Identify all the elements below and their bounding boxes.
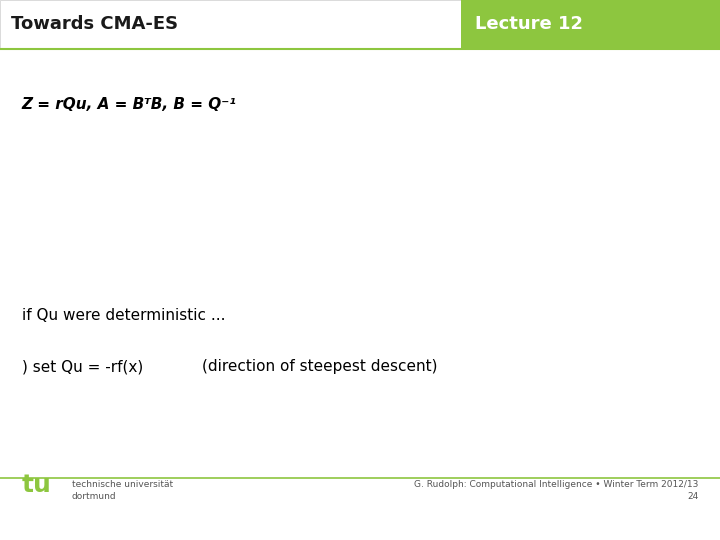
Text: if Qu were deterministic ...: if Qu were deterministic ... xyxy=(22,308,225,323)
FancyBboxPatch shape xyxy=(0,0,461,49)
Text: 24: 24 xyxy=(687,492,698,501)
Text: ) set Qu = -rf(x): ) set Qu = -rf(x) xyxy=(22,359,143,374)
Text: G. Rudolph: Computational Intelligence • Winter Term 2012/13: G. Rudolph: Computational Intelligence •… xyxy=(414,480,698,489)
Text: (direction of steepest descent): (direction of steepest descent) xyxy=(202,359,437,374)
Text: technische universität: technische universität xyxy=(72,480,173,489)
FancyBboxPatch shape xyxy=(461,0,720,49)
Text: Towards CMA-ES: Towards CMA-ES xyxy=(11,15,178,33)
Text: Z = rQu, A = BᵀB, B = Q⁻¹: Z = rQu, A = BᵀB, B = Q⁻¹ xyxy=(22,97,236,112)
Text: tu: tu xyxy=(22,473,51,497)
Text: dortmund: dortmund xyxy=(72,492,117,501)
Text: Lecture 12: Lecture 12 xyxy=(475,15,583,33)
